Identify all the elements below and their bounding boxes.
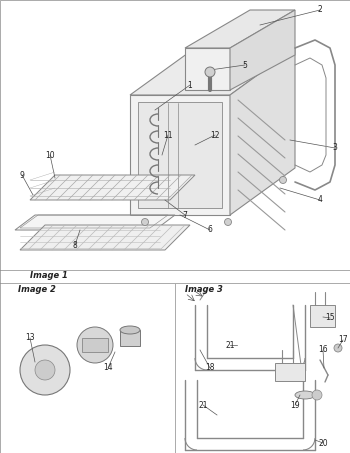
Text: Image 2: Image 2 xyxy=(18,285,56,294)
Text: 2: 2 xyxy=(318,5,322,14)
Text: 13: 13 xyxy=(25,333,35,342)
Circle shape xyxy=(280,177,287,183)
Circle shape xyxy=(312,390,322,400)
Bar xyxy=(310,305,335,327)
Text: 17: 17 xyxy=(338,336,348,344)
Text: 10: 10 xyxy=(45,150,55,159)
Ellipse shape xyxy=(295,391,315,399)
Text: 21: 21 xyxy=(198,400,208,410)
Text: 19: 19 xyxy=(290,400,300,410)
Text: 1: 1 xyxy=(188,81,193,90)
Polygon shape xyxy=(185,48,230,90)
Text: 16: 16 xyxy=(318,346,328,355)
Text: 3: 3 xyxy=(332,144,337,153)
Text: 12: 12 xyxy=(210,130,220,140)
Circle shape xyxy=(205,67,215,77)
Text: 20: 20 xyxy=(318,439,328,448)
Polygon shape xyxy=(230,10,295,90)
Text: 18: 18 xyxy=(205,363,215,372)
Circle shape xyxy=(20,345,70,395)
Polygon shape xyxy=(30,175,195,200)
Text: 8: 8 xyxy=(73,241,77,250)
Polygon shape xyxy=(20,225,190,250)
Text: 15: 15 xyxy=(325,313,335,323)
Text: 6: 6 xyxy=(208,226,212,235)
Polygon shape xyxy=(138,102,222,208)
Bar xyxy=(82,338,108,352)
Text: 9: 9 xyxy=(20,170,25,179)
Text: 5: 5 xyxy=(243,61,247,69)
Circle shape xyxy=(35,360,55,380)
Ellipse shape xyxy=(120,326,140,334)
Text: Image 3: Image 3 xyxy=(185,285,223,294)
Polygon shape xyxy=(185,10,295,48)
Text: 7: 7 xyxy=(183,211,188,220)
Circle shape xyxy=(334,344,342,352)
Text: 14: 14 xyxy=(103,363,113,372)
Bar xyxy=(275,363,305,381)
Polygon shape xyxy=(230,48,295,215)
Bar xyxy=(120,330,140,346)
Polygon shape xyxy=(15,215,175,230)
Text: 11: 11 xyxy=(163,130,173,140)
Text: 4: 4 xyxy=(317,196,322,204)
Circle shape xyxy=(141,218,148,226)
Polygon shape xyxy=(130,95,230,215)
Circle shape xyxy=(77,327,113,363)
Polygon shape xyxy=(130,48,295,95)
Circle shape xyxy=(224,218,231,226)
Text: Image 1: Image 1 xyxy=(30,271,68,280)
Text: 21: 21 xyxy=(225,341,235,350)
